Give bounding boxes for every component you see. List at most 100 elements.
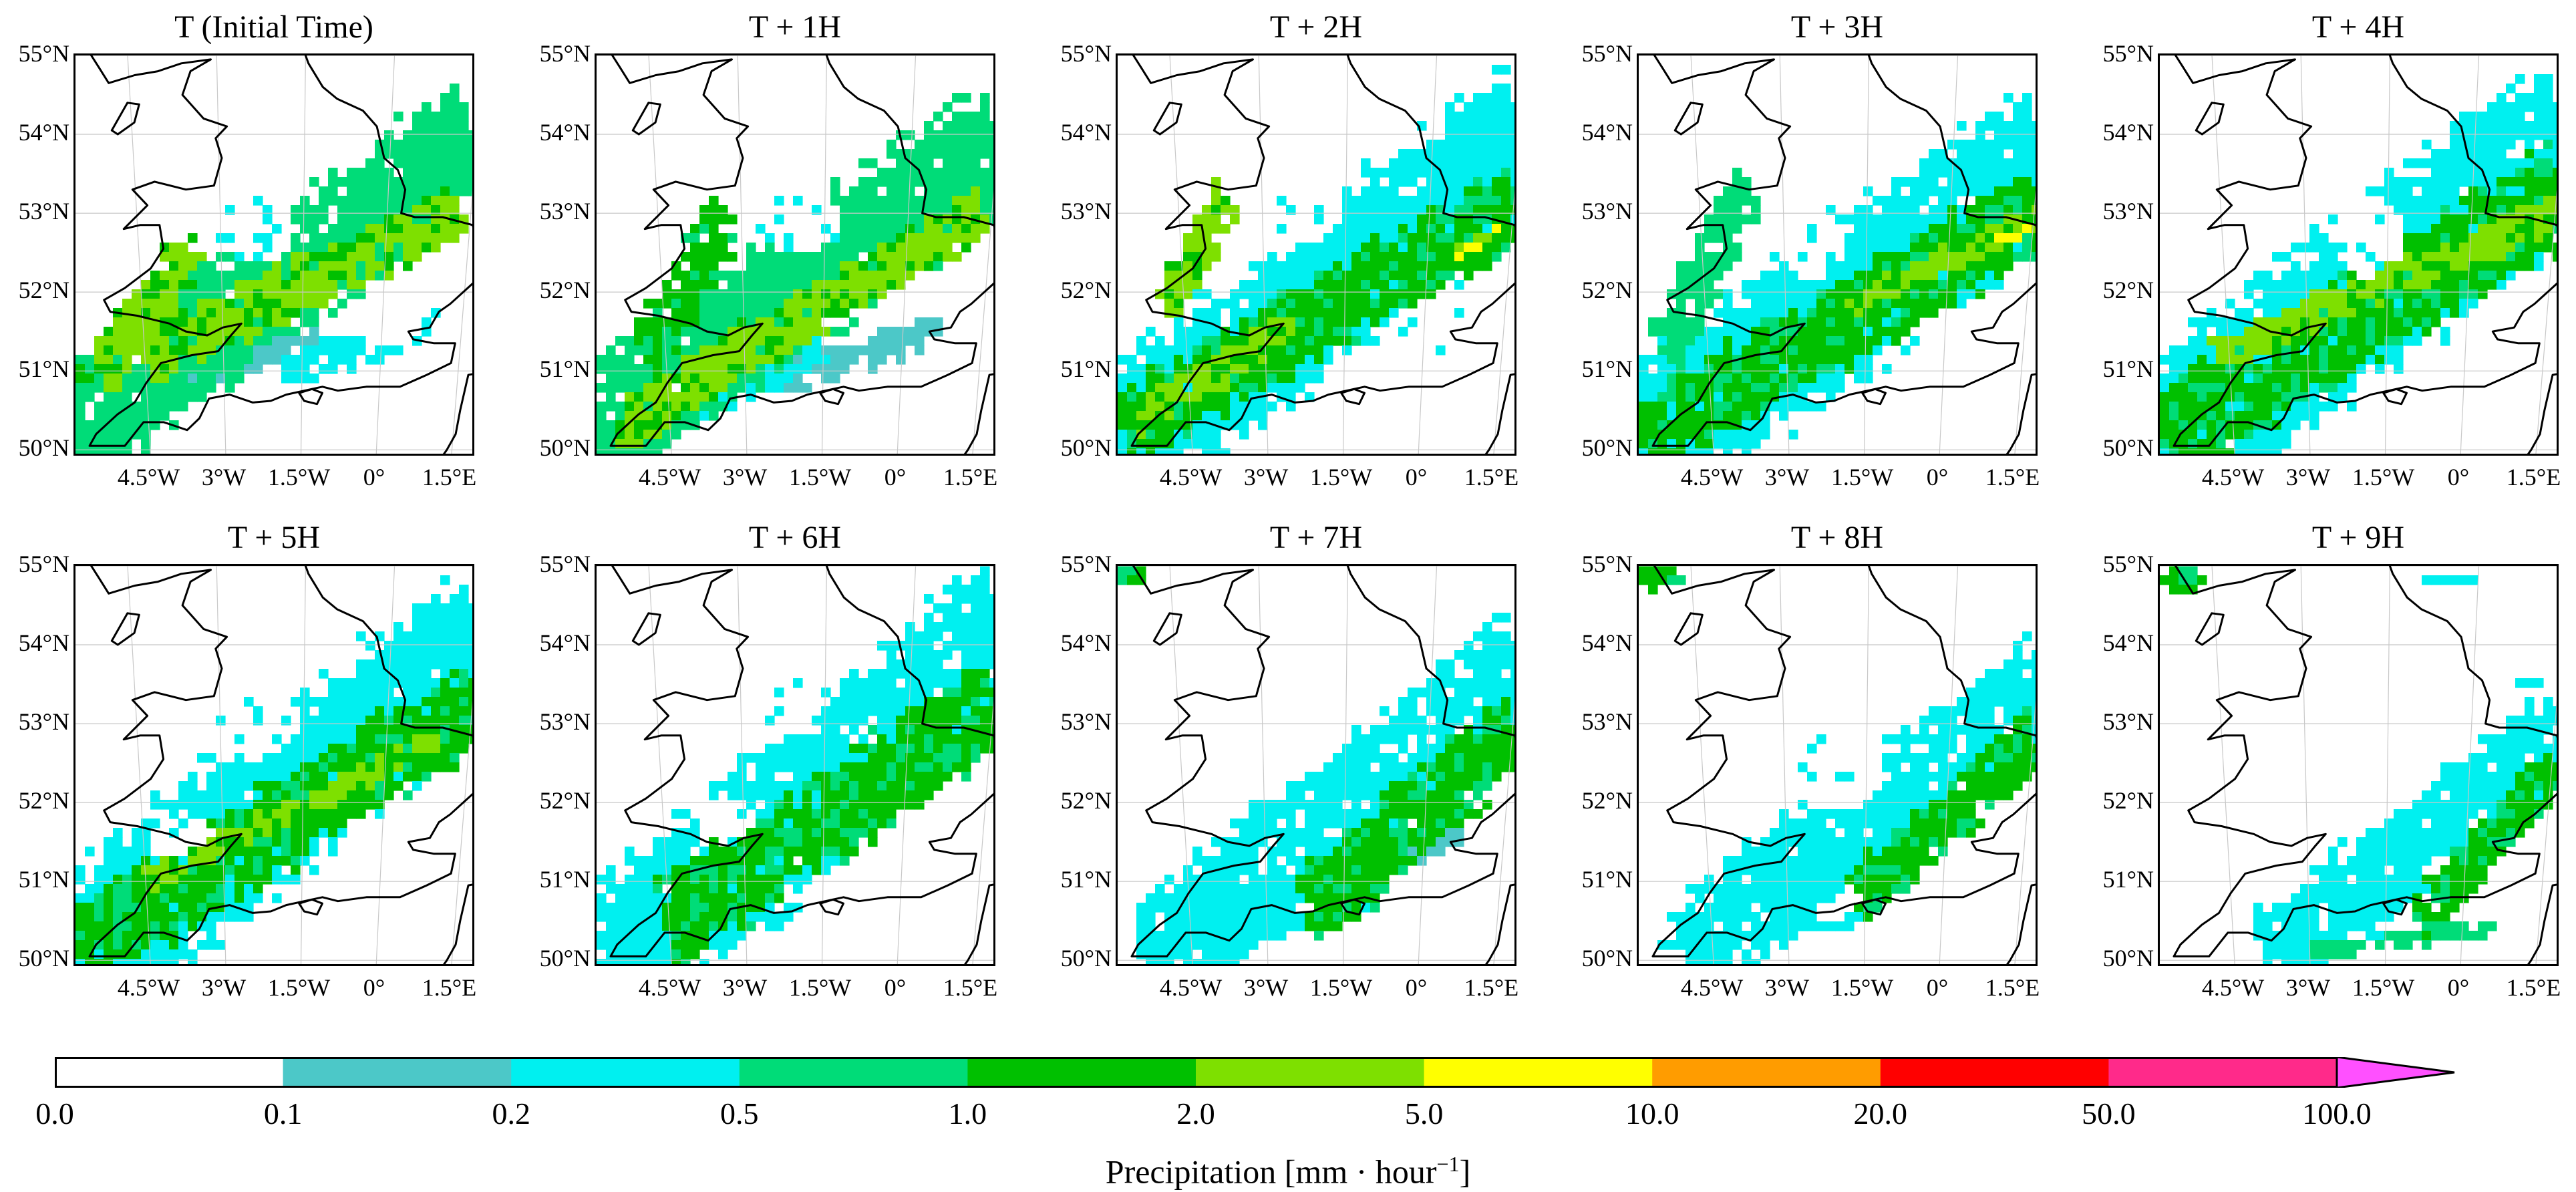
precipitation-colorbar [55,1057,2457,1088]
colorbar-tick-label: 0.1 [264,1097,303,1131]
map-frame [73,564,474,966]
longitude-tick-label: 0° [2448,464,2469,490]
latitude-tick-label: 50°N [2103,434,2154,461]
latitude-tick-label: 50°N [1582,945,1633,972]
panel-title: T + 1H [528,9,1062,45]
longitude-tick-label: 0° [363,974,385,1001]
latitude-tick-label: 51°N [540,866,591,893]
map-frame [595,564,995,966]
latitude-tick-label: 50°N [1582,434,1633,461]
latitude-tick-label: 50°N [540,434,591,461]
map-canvas [1118,566,1516,966]
panel-title: T + 5H [7,520,541,556]
map-frame [1116,564,1516,966]
colorbar-label: Precipitation [mm · hour−1] [0,1144,2576,1192]
latitude-tick-label: 52°N [19,277,69,303]
colorbar-tick-label: 0.5 [720,1097,759,1131]
longitude-tick-label: 4.5°W [1160,974,1222,1001]
map-frame [2158,564,2559,966]
latitude-tick-label: 52°N [540,277,591,303]
longitude-tick-label: 1.5°W [268,974,330,1001]
longitude-tick-label: 3°W [2286,464,2330,490]
panel-title: T + 3H [1570,9,2104,45]
longitude-tick-label: 3°W [723,464,767,490]
latitude-tick-label: 53°N [1582,198,1633,225]
longitude-tick-label: 4.5°W [118,974,180,1001]
latitude-tick-label: 53°N [540,708,591,735]
latitude-tick-label: 55°N [19,40,69,67]
latitude-tick-label: 54°N [1582,119,1633,146]
longitude-tick-label: 3°W [2286,974,2330,1001]
longitude-tick-label: 0° [1927,464,1948,490]
map-frame [595,53,995,456]
longitude-tick-label: 0° [884,974,906,1001]
longitude-tick-label: 4.5°W [639,464,701,490]
colorbar-label-text: Precipitation [mm · hour [1106,1153,1437,1191]
map-canvas [597,55,995,456]
latitude-tick-label: 52°N [19,787,69,814]
latitude-tick-label: 54°N [2103,119,2154,146]
latitude-tick-label: 51°N [2103,866,2154,893]
longitude-tick-label: 1.5°W [268,464,330,490]
map-canvas [75,566,474,966]
latitude-tick-label: 52°N [540,787,591,814]
longitude-tick-label: 3°W [202,464,246,490]
panel-title: T + 6H [528,520,1062,556]
longitude-tick-label: 1.5°E [943,974,997,1001]
colorbar-tick-label: 1.0 [949,1097,987,1131]
colorbar-extend-arrow [2337,1057,2454,1088]
colorbar-segment [55,1057,283,1088]
latitude-tick-label: 52°N [1061,277,1112,303]
latitude-tick-label: 50°N [19,945,69,972]
map-canvas [2160,55,2559,456]
latitude-tick-label: 51°N [19,866,69,893]
latitude-tick-label: 54°N [1061,629,1112,656]
longitude-tick-label: 1.5°W [789,464,851,490]
longitude-tick-label: 4.5°W [2202,464,2264,490]
longitude-tick-label: 4.5°W [2202,974,2264,1001]
longitude-tick-label: 1.5°E [2507,974,2561,1001]
latitude-tick-label: 55°N [2103,40,2154,67]
map-frame [73,53,474,456]
longitude-tick-label: 0° [2448,974,2469,1001]
longitude-tick-label: 4.5°W [1681,464,1743,490]
longitude-tick-label: 3°W [1765,464,1809,490]
latitude-tick-label: 54°N [540,119,591,146]
latitude-tick-label: 51°N [1582,355,1633,382]
colorbar-tick-label: 2.0 [1176,1097,1215,1131]
colorbar-segment [740,1057,968,1088]
longitude-tick-label: 3°W [202,974,246,1001]
longitude-tick-label: 1.5°E [943,464,997,490]
colorbar-segment [1881,1057,2109,1088]
latitude-tick-label: 54°N [19,629,69,656]
map-frame [1637,564,2038,966]
latitude-tick-label: 52°N [2103,277,2154,303]
latitude-tick-label: 51°N [19,355,69,382]
latitude-tick-label: 55°N [1582,551,1633,577]
latitude-tick-label: 52°N [2103,787,2154,814]
longitude-tick-label: 1.5°E [1985,974,2040,1001]
longitude-tick-label: 1.5°W [789,974,851,1001]
latitude-tick-label: 53°N [19,708,69,735]
latitude-tick-label: 51°N [540,355,591,382]
latitude-tick-label: 54°N [540,629,591,656]
colorbar-tick-label: 10.0 [1625,1097,1679,1131]
longitude-tick-label: 1.5°W [1310,974,1372,1001]
latitude-tick-label: 53°N [2103,708,2154,735]
latitude-tick-label: 51°N [1582,866,1633,893]
longitude-tick-label: 3°W [1244,974,1288,1001]
colorbar-tick-label: 50.0 [2082,1097,2136,1131]
colorbar-segment [2108,1057,2337,1088]
panel-title: T + 8H [1570,520,2104,556]
latitude-tick-label: 53°N [2103,198,2154,225]
longitude-tick-label: 4.5°W [639,974,701,1001]
longitude-tick-label: 4.5°W [1160,464,1222,490]
latitude-tick-label: 50°N [540,945,591,972]
latitude-tick-label: 53°N [1061,708,1112,735]
map-canvas [75,55,474,456]
